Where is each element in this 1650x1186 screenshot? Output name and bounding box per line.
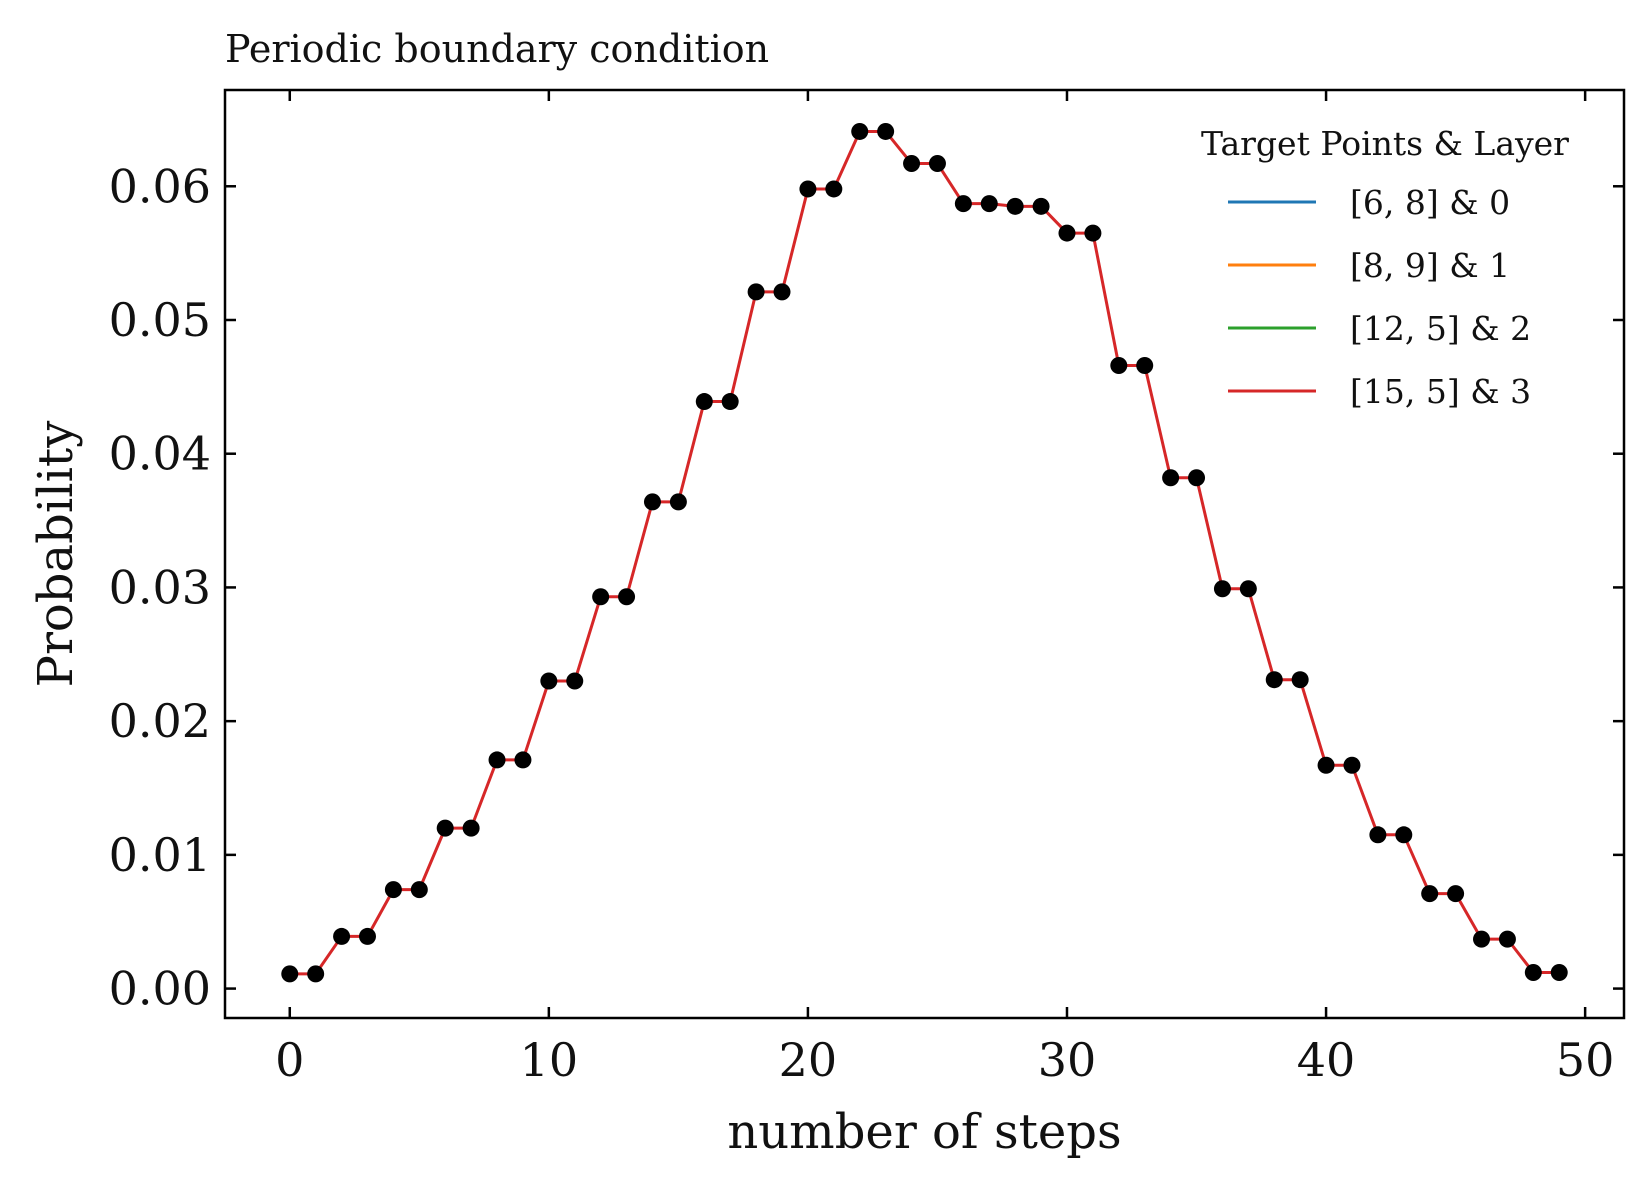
data-point <box>643 493 661 511</box>
data-point <box>1395 826 1413 844</box>
data-point <box>1136 356 1154 374</box>
data-point <box>618 588 636 606</box>
data-point <box>540 672 558 690</box>
x-tick-label: 10 <box>520 1033 579 1087</box>
y-tick-label: 0.01 <box>109 828 211 882</box>
data-point <box>1188 469 1206 487</box>
data-point <box>954 195 972 213</box>
data-point <box>566 672 584 690</box>
y-axis-label: Probability <box>28 421 84 688</box>
legend-label: [8, 9] & 1 <box>1350 246 1510 285</box>
data-point <box>825 180 843 198</box>
data-point <box>592 588 610 606</box>
x-tick-label: 20 <box>779 1033 838 1087</box>
y-tick-label: 0.04 <box>109 427 211 481</box>
y-tick-label: 0.06 <box>109 159 211 213</box>
data-point <box>1032 197 1050 215</box>
data-point <box>877 122 895 140</box>
data-point <box>333 927 351 945</box>
y-tick-label: 0.05 <box>109 293 211 347</box>
y-tick-label: 0.00 <box>109 962 211 1016</box>
axes-frame <box>223 88 1626 1020</box>
data-point <box>281 965 299 983</box>
data-point <box>1291 671 1309 689</box>
data-point <box>1058 224 1076 242</box>
chart-title: Periodic boundary condition <box>225 27 769 71</box>
data-point <box>1473 930 1491 948</box>
data-point <box>1369 826 1387 844</box>
y-tick-label: 0.02 <box>109 694 211 748</box>
data-point <box>1421 885 1439 903</box>
data-point <box>1084 224 1102 242</box>
data-point <box>1317 756 1335 774</box>
data-point <box>799 180 817 198</box>
data-point <box>669 493 687 511</box>
data-point <box>514 751 532 769</box>
x-tick-label: 40 <box>1297 1033 1356 1087</box>
data-point <box>721 393 739 411</box>
data-point <box>928 155 946 173</box>
data-point <box>1524 964 1542 982</box>
data-point <box>1498 930 1516 948</box>
plot-layer: Periodic boundary condition 0 10 20 30 40 50 0.… <box>28 27 1626 1160</box>
data-point <box>462 819 480 837</box>
data-point <box>384 881 402 899</box>
data-point <box>980 195 998 213</box>
data-point <box>410 881 428 899</box>
legend-title: Target Points & Layer <box>1201 124 1569 163</box>
legend-label: [12, 5] & 2 <box>1350 309 1531 348</box>
data-point <box>1006 197 1024 215</box>
data-point <box>747 283 765 301</box>
data-point <box>488 751 506 769</box>
x-tick-label: 50 <box>1556 1033 1615 1087</box>
data-point <box>307 965 325 983</box>
data-point <box>773 283 791 301</box>
data-point <box>1239 580 1257 598</box>
data-point <box>1550 964 1568 982</box>
legend-label: [15, 5] & 3 <box>1350 372 1531 411</box>
x-axis-label: number of steps <box>727 1104 1121 1160</box>
y-tick-label: 0.03 <box>109 560 211 614</box>
data-point <box>436 819 454 837</box>
data-point <box>1343 756 1361 774</box>
data-point <box>358 927 376 945</box>
data-point <box>1213 580 1231 598</box>
x-tick-label: 30 <box>1038 1033 1097 1087</box>
data-point <box>851 122 869 140</box>
data-point <box>903 155 921 173</box>
data-point <box>1162 469 1180 487</box>
data-point <box>1110 356 1128 374</box>
data-point <box>1447 885 1465 903</box>
data-point <box>1265 671 1283 689</box>
x-tick-label: 0 <box>275 1033 304 1087</box>
data-point <box>695 393 713 411</box>
legend-label: [6, 8] & 0 <box>1350 183 1510 222</box>
